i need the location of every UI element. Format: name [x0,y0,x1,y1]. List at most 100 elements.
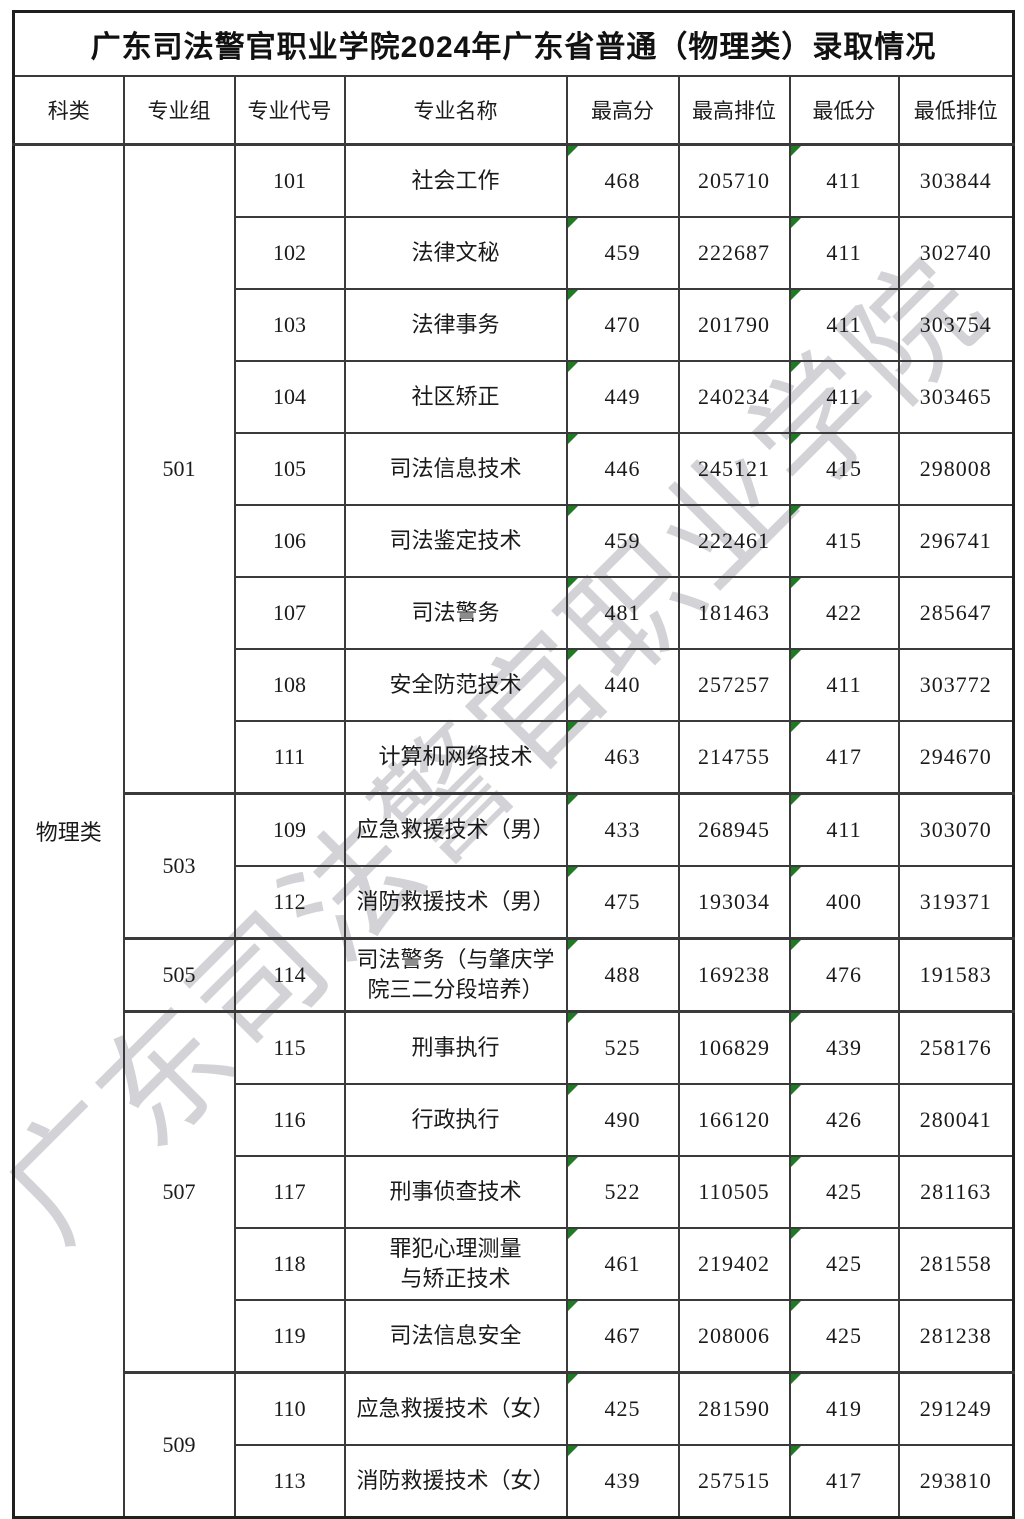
major-group-cell: 509 [122,1371,236,1519]
max-rank-cell: 222687 [677,216,791,290]
table-row: 118 罪犯心理测量 与矫正技术 461 219402 425 281558 [14,1227,1015,1301]
min-score-cell: 411 [788,792,900,867]
major-name-cell: 司法鉴定技术 [343,504,568,578]
table-row: 102 法律文秘 459 222687 411 302740 [14,216,1015,290]
major-name-cell: 司法警务 [343,576,568,650]
table-row: 111 计算机网络技术 463 214755 417 294670 [14,720,1015,795]
min-rank-cell: 291249 [897,1371,1015,1446]
table-row: 112 消防救援技术（男） 475 193034 400 319371 [14,865,1015,940]
major-name-cell: 计算机网络技术 [343,720,568,795]
major-name-cell: 消防救援技术（男） [343,865,568,940]
major-group-cell: 505 [122,937,236,1013]
major-code-cell: 115 [233,1010,346,1085]
min-score-cell: 417 [788,720,900,795]
max-rank-cell: 219402 [677,1227,791,1301]
major-code-cell: 118 [233,1227,346,1301]
min-rank-cell: 303844 [897,143,1015,218]
table-row: 509 110 应急救援技术（女） 425 281590 419 291249 [14,1371,1015,1519]
major-name-cell: 刑事执行 [343,1010,568,1085]
cell-value: 415 [826,528,862,553]
comment-flag-triangle-icon [568,1158,578,1167]
table-row: 117 刑事侦查技术 522 110505 425 281163 [14,1155,1015,1229]
table-row: 物理类 501 101 社会工作 468 205710 411 303844 [12,143,1015,1519]
min-score-cell: 411 [788,648,900,722]
cell-value: 425 [826,1323,862,1348]
comment-flag-triangle-icon [568,1301,578,1311]
table-row: 507 115 刑事执行 525 106829 439 258176 [14,1010,1015,1374]
min-score-cell: 425 [788,1299,900,1374]
major-code-cell: 103 [233,288,346,362]
max-score-cell: 490 [565,1083,680,1157]
max-rank-cell: 245121 [677,432,791,506]
cell-value: 449 [604,384,641,409]
major-code-cell: 111 [233,720,346,795]
comment-flag-triangle-icon [791,507,801,516]
min-score-cell: 426 [788,1083,900,1157]
comment-flag-triangle-icon [568,1086,578,1095]
max-score-cell: 446 [565,432,680,506]
max-score-cell: 522 [565,1155,680,1229]
max-score-cell: 461 [565,1227,680,1301]
major-code-cell: 102 [233,216,346,290]
admissions-table-container: 广东司法警官职业学院2024年广东省普通（物理类）录取情况 科类 专业组 专业代… [12,10,1015,1519]
col-header-max-score: 最高分 [565,75,680,146]
major-code-cell: 113 [233,1444,346,1519]
min-rank-cell: 285647 [897,576,1015,650]
comment-flag-triangle-icon [568,219,578,228]
table-row: 505 114 司法警务（与肇庆学 院三二分段培养） 488 169238 476 1915… [14,937,1015,1013]
max-rank-cell: 268945 [677,792,791,867]
table-row: 107 司法警务 481 181463 422 285647 [14,576,1015,650]
max-rank-cell: 193034 [677,865,791,940]
comment-flag-triangle-icon [568,1014,578,1023]
max-score-cell: 470 [565,288,680,362]
max-rank-cell: 222461 [677,504,791,578]
min-score-cell: 425 [788,1227,900,1301]
cell-value: 439 [604,1468,641,1493]
comment-flag-triangle-icon [791,435,801,444]
min-rank-cell: 258176 [897,1010,1015,1085]
comment-flag-triangle-icon [791,579,801,588]
major-name-cell: 司法警务（与肇庆学 院三二分段培养） [343,937,568,1013]
cell-value: 425 [826,1179,862,1204]
min-rank-cell: 281238 [897,1299,1015,1374]
min-rank-cell: 303070 [897,792,1015,867]
table-row: 103 法律事务 470 201790 411 303754 [14,288,1015,362]
max-score-cell: 439 [565,1444,680,1519]
comment-flag-triangle-icon [791,867,801,877]
max-score-cell: 475 [565,865,680,940]
comment-flag-triangle-icon [791,722,801,732]
cell-value: 411 [826,240,862,265]
min-rank-cell: 294670 [897,720,1015,795]
cell-value: 439 [826,1035,862,1060]
min-score-cell: 411 [788,143,900,218]
cell-value: 425 [826,1251,862,1276]
cell-value: 415 [826,456,862,481]
cell-value: 470 [604,312,641,337]
max-rank-cell: 257257 [677,648,791,722]
cell-value: 417 [826,744,862,769]
min-rank-cell: 303465 [897,360,1015,434]
major-name-cell: 社区矫正 [343,360,568,434]
major-name-cell: 应急救援技术（男） [343,792,568,867]
min-score-cell: 400 [788,865,900,940]
major-code-cell: 108 [233,648,346,722]
table-row: 119 司法信息安全 467 208006 425 281238 [14,1299,1015,1374]
comment-flag-triangle-icon [791,1301,801,1311]
comment-flag-triangle-icon [791,147,801,156]
col-header-subject: 科类 [12,75,125,146]
cell-value: 411 [826,817,862,842]
col-header-major-code: 专业代号 [233,75,346,146]
max-rank-cell: 208006 [677,1299,791,1374]
cell-value: 433 [604,817,641,842]
min-score-cell: 425 [788,1155,900,1229]
comment-flag-triangle-icon [791,1375,801,1384]
max-rank-cell: 106829 [677,1010,791,1085]
table-row: 106 司法鉴定技术 459 222461 415 296741 [14,504,1015,578]
cell-value: 411 [826,168,862,193]
major-code-cell: 114 [233,937,346,1013]
comment-flag-triangle-icon [568,1230,578,1239]
cell-value: 461 [604,1251,641,1276]
cell-value: 475 [604,889,641,914]
max-score-cell: 468 [565,143,680,218]
max-score-cell: 449 [565,360,680,434]
